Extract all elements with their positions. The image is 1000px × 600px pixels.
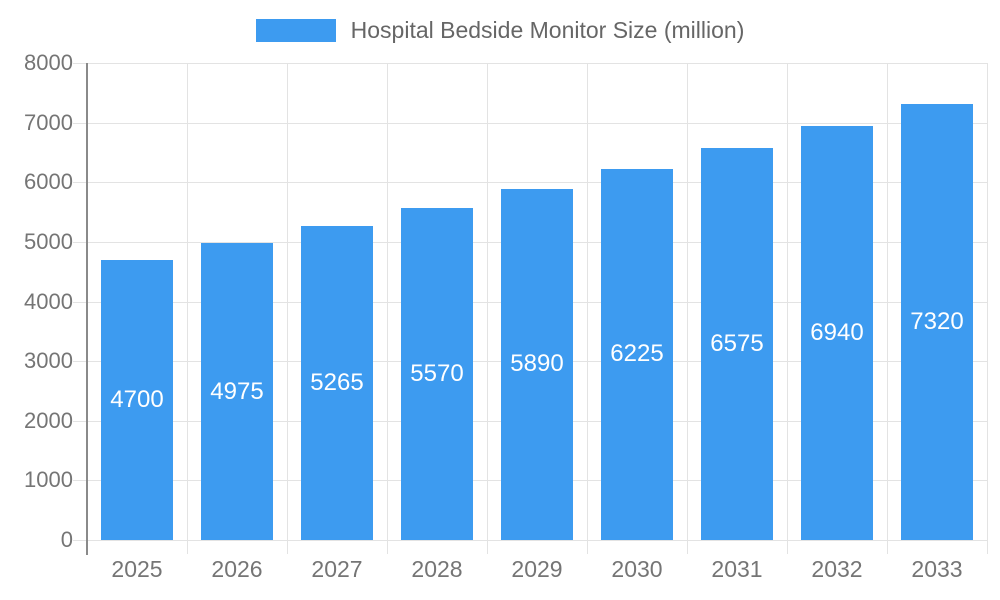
bar[interactable] [401,207,473,540]
x-tick-mark [787,540,788,554]
x-tick-mark [987,540,988,554]
bar[interactable] [301,226,373,540]
bar[interactable] [201,243,273,540]
x-tick-mark [587,540,588,554]
x-tick-mark [887,540,888,554]
x-axis-tick-label: 2032 [811,556,863,582]
y-tick-mark [73,182,87,184]
x-axis-tick-label: 2025 [111,556,163,582]
y-axis-tick-label: 5000 [24,228,73,254]
bar[interactable] [101,259,173,540]
y-tick-mark [73,480,87,482]
y-tick-mark [73,540,87,541]
y-axis-tick-label: 3000 [24,348,73,374]
bar[interactable] [601,168,673,540]
bar[interactable] [701,147,773,540]
bar[interactable] [901,103,973,540]
bar[interactable] [501,188,573,540]
y-axis-tick-label: 0 [60,527,73,552]
y-axis-line [86,63,88,555]
x-axis-tick-label: 2033 [911,556,963,582]
chart-legend[interactable]: Hospital Bedside Monitor Size (million) [0,19,1000,42]
h-gridline [87,122,987,124]
v-gridline [187,63,188,540]
x-axis-tick-label: 2027 [311,556,363,582]
bar[interactable] [801,126,873,540]
v-gridline [287,63,288,540]
y-axis-tick-label: 1000 [24,467,73,493]
y-tick-mark [73,63,87,64]
y-tick-mark [73,241,87,243]
x-axis-tick-label: 2030 [611,556,663,582]
v-gridline [587,63,588,540]
y-tick-mark [73,122,87,124]
x-tick-mark [187,540,188,554]
y-axis-tick-label: 7000 [24,109,73,135]
v-gridline [887,63,888,540]
legend-label: Hospital Bedside Monitor Size (million) [350,17,745,43]
y-axis-tick-label: 8000 [24,50,73,75]
y-axis-tick-label: 2000 [24,407,73,433]
y-tick-mark [73,420,87,422]
x-axis-tick-label: 2029 [511,556,563,582]
legend-swatch [255,19,336,42]
plot-area: 0 1000 2000 3000 4000 5000 6000 7000 8000 2025 20… [24,52,988,581]
v-gridline [387,63,388,540]
y-tick-mark [73,301,87,303]
y-axis-tick-label: 6000 [24,169,73,195]
x-tick-mark [687,540,688,554]
x-axis-tick-label: 2031 [711,556,763,582]
v-gridline [487,63,488,540]
x-axis-tick-label: 2026 [211,556,263,582]
x-axis-tick-label: 2028 [411,556,463,582]
v-gridline [787,63,788,540]
v-gridline [987,63,988,540]
x-tick-mark [487,540,488,554]
h-gridline [87,540,987,541]
y-axis-tick-label: 4000 [24,288,73,314]
h-gridline [87,182,987,184]
x-tick-mark [387,540,388,554]
h-gridline [87,63,987,64]
x-tick-mark [287,540,288,554]
v-gridline [687,63,688,540]
y-tick-mark [73,361,87,363]
